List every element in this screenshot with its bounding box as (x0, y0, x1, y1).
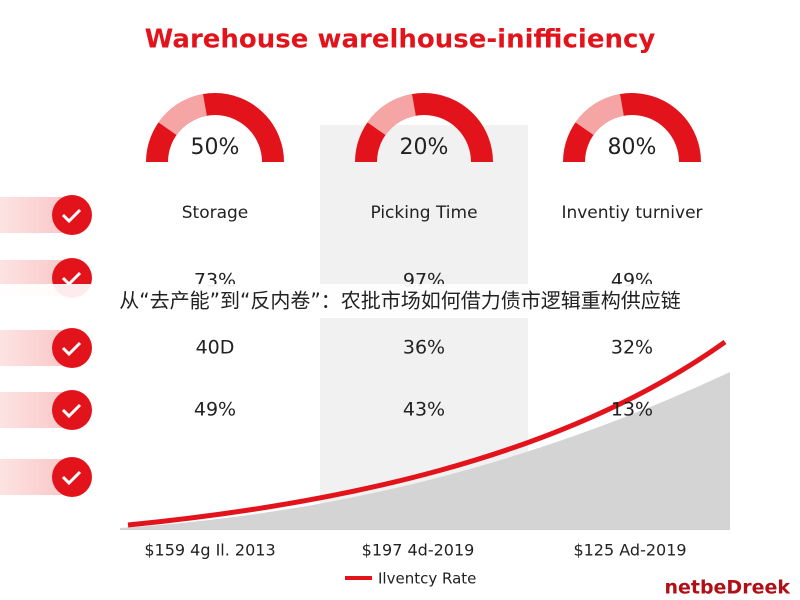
legend-label: Ilventcy Rate (378, 570, 476, 588)
cell-value: 13% (611, 399, 653, 421)
check-circle (52, 390, 92, 430)
check-circle (52, 328, 92, 368)
check-icon (61, 208, 82, 224)
banner-bg (0, 284, 800, 318)
x-label: $197 4d-2019 (362, 541, 475, 560)
banner: 从“去产能”到“反内卷”：农批市场如何借力债市逻辑重构供应链 (119, 289, 680, 313)
metric-label: Inventiy turniver (561, 203, 702, 223)
check-circle (52, 195, 92, 235)
brand: netbeDreek (664, 577, 790, 599)
metric-label: Picking Time (370, 203, 477, 223)
metric-label: Storage (182, 203, 249, 223)
area-shape (120, 372, 730, 530)
gauge-highlight (367, 94, 417, 136)
title: Warehouse warelhouse-inifficiency (145, 25, 656, 55)
check-icon (61, 470, 82, 486)
check-circle (52, 457, 92, 497)
x-label: $125 Ad-2019 (573, 541, 686, 560)
gauge-value: 80% (608, 135, 657, 160)
check-icon (61, 403, 82, 419)
gauge-value: 50% (191, 135, 240, 160)
cell-value: 49% (194, 399, 236, 421)
gauge-arc (146, 93, 284, 163)
cell-value: 36% (403, 337, 445, 359)
x-label: $159 4g Il. 2013 (144, 541, 275, 560)
check-icon (61, 341, 82, 357)
gauge-arc (355, 93, 493, 163)
gauge-arc (563, 93, 701, 163)
trend-line (127, 339, 727, 528)
gauge-highlight (575, 94, 625, 136)
cell-value: 43% (403, 399, 445, 421)
gauge-value: 20% (400, 135, 449, 160)
cell-value: 32% (611, 337, 653, 359)
cell-value: 40D (196, 337, 235, 359)
gauge-highlight (158, 94, 208, 136)
